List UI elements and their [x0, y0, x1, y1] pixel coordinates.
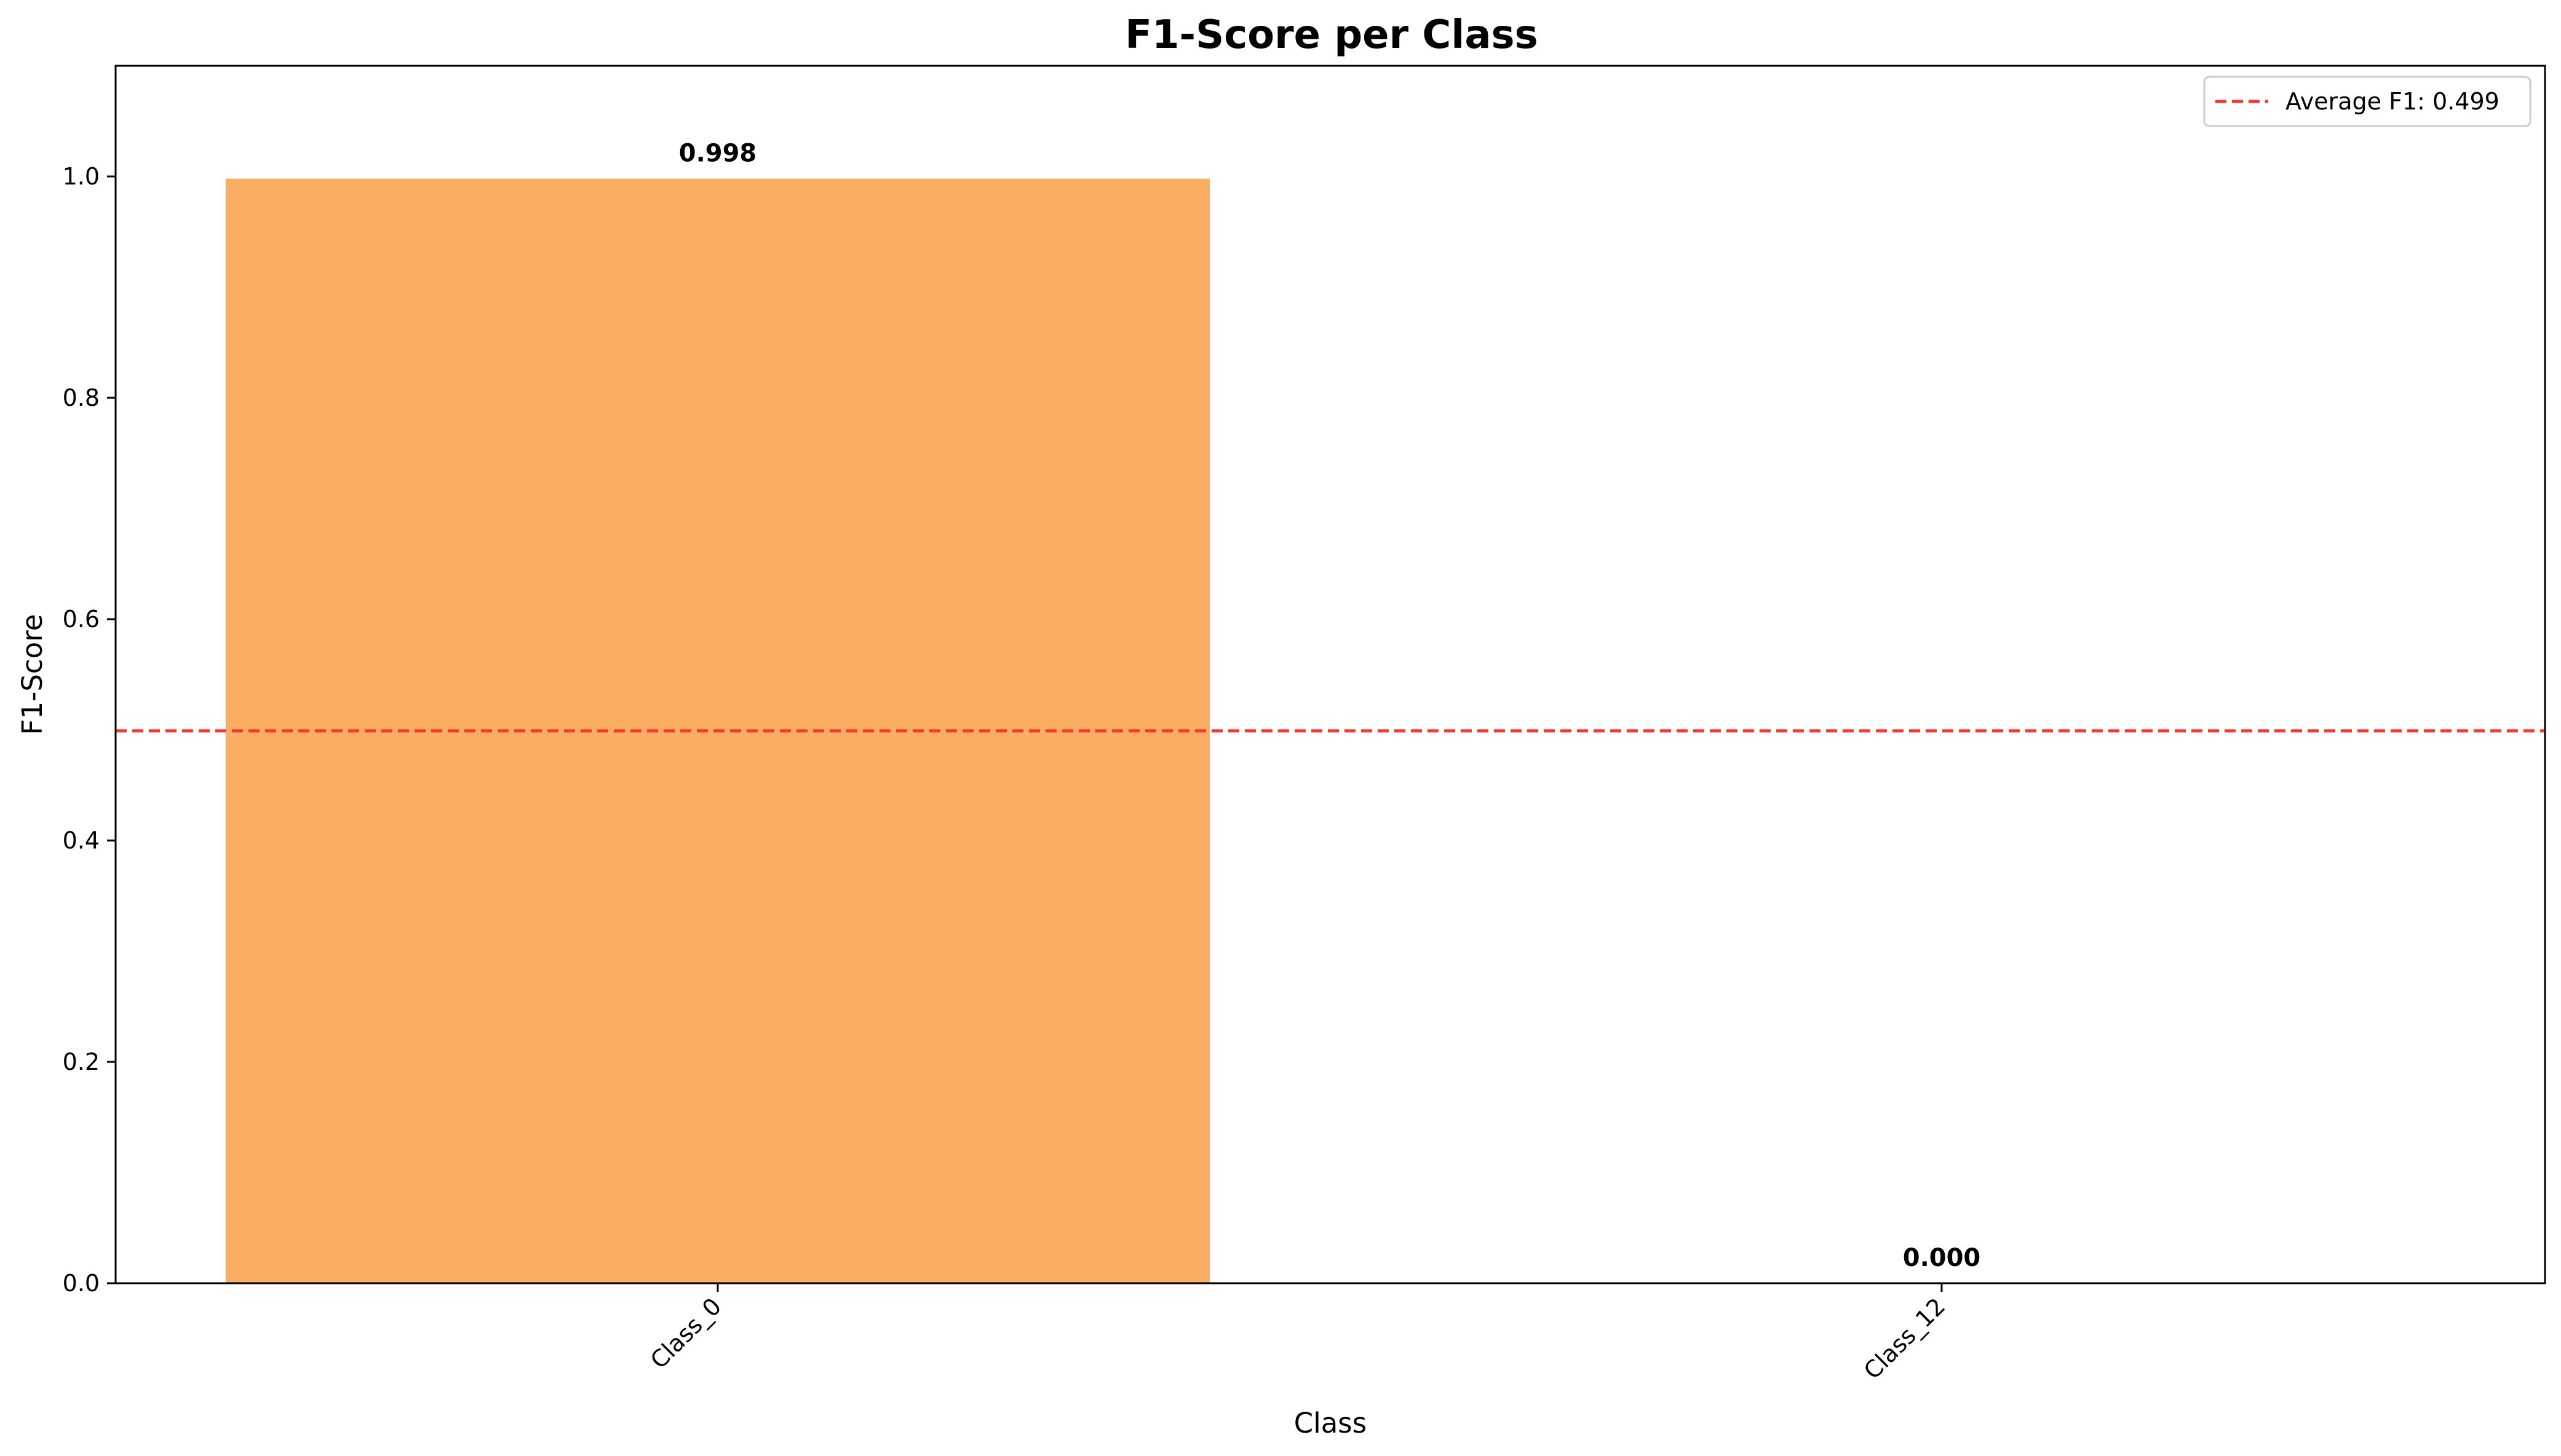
- y-tick-label: 0.4: [63, 827, 100, 854]
- chart-title: F1-Score per Class: [1125, 12, 1538, 58]
- y-axis-label: F1-Score: [16, 614, 49, 735]
- data-label-class-12: 0.000: [1903, 1244, 1981, 1272]
- y-tick-label: 0.8: [63, 384, 100, 411]
- x-axis-label: Class: [1294, 1407, 1367, 1439]
- legend-entry-average-f1: Average F1: 0.499: [2285, 88, 2499, 115]
- data-label-class-0: 0.998: [679, 140, 757, 168]
- y-tick-label: 0.6: [63, 606, 100, 633]
- y-axis: 0.0 0.2 0.4 0.6 0.8 1.0: [63, 163, 116, 1297]
- legend-box: [2203, 76, 2531, 127]
- plot-area-frame: [114, 65, 2546, 1284]
- data-labels-layer: 0.998 0.000: [679, 140, 1981, 1272]
- y-tick-label: 0.2: [63, 1048, 100, 1075]
- legend: Average F1: 0.499: [2203, 76, 2531, 127]
- y-tick-label: 1.0: [63, 163, 100, 190]
- y-tick-label: 0.0: [63, 1270, 100, 1297]
